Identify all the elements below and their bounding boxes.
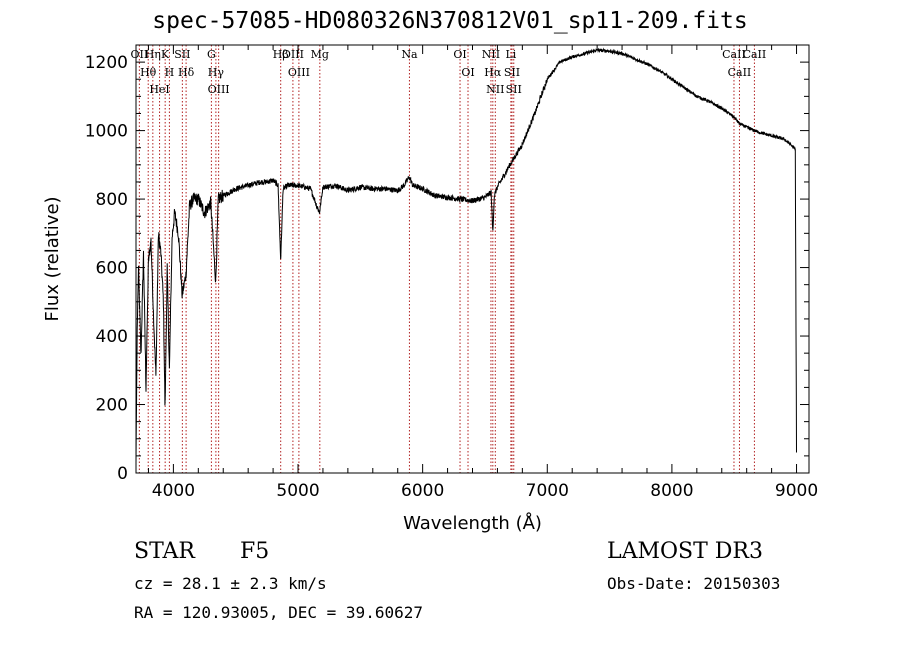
line-marker-label: SII [174, 48, 190, 61]
spectrum-line [135, 47, 797, 463]
line-marker-label: K [161, 48, 170, 61]
line-marker-label: OI [461, 66, 474, 79]
y-tick-label: 1200 [85, 53, 128, 73]
y-tick-label: 600 [96, 259, 128, 279]
chart-title: spec-57085-HD080326N370812V01_sp11-209.f… [152, 8, 748, 34]
coordinates-readout: RA = 120.93005, DEC = 39.60627 [134, 603, 423, 622]
line-marker-label: CaII [722, 48, 746, 61]
y-tick-label: 800 [96, 190, 128, 210]
line-marker-label: Hβ [273, 48, 289, 61]
line-marker-label: Hγ [208, 66, 225, 79]
y-tick-label: 400 [96, 327, 128, 347]
x-axis-label: Wavelength (Å) [403, 512, 542, 534]
plot-frame [135, 44, 810, 474]
line-marker-label: HeI [149, 83, 169, 96]
line-marker-label: CaII [728, 66, 752, 79]
y-axis-label: Flux (relative) [42, 196, 63, 321]
line-marker-label: Hη [145, 48, 161, 61]
survey-name: LAMOST DR3 [607, 539, 763, 564]
y-tick-label: 0 [117, 464, 128, 484]
x-tick-label: 6000 [401, 481, 444, 501]
line-marker-label: Hθ [140, 66, 157, 79]
x-tick-label: 4000 [152, 481, 195, 501]
line-marker-label: NII [486, 83, 504, 96]
line-marker-label: Na [401, 48, 418, 61]
x-tick-label: 9000 [775, 481, 818, 501]
line-marker-label: Hδ [178, 66, 195, 79]
line-marker-label: OIII [282, 48, 304, 61]
line-marker-label: OII [131, 48, 149, 61]
y-tick-label: 200 [96, 396, 128, 416]
line-marker-label: CaII [743, 48, 767, 61]
line-marker-label: G [207, 48, 216, 61]
line-marker-label: OIII [288, 66, 310, 79]
line-marker-label: Hα [484, 66, 502, 79]
x-tick-label: 8000 [650, 481, 693, 501]
object-subclass: F5 [240, 539, 270, 564]
observation-date: Obs-Date: 20150303 [607, 574, 781, 593]
y-tick-label: 1000 [85, 122, 128, 142]
x-axis: 4000 5000 6000 7000 8000 9000 [147, 45, 818, 501]
line-marker-label: SII [506, 83, 522, 96]
line-marker-label: Mg [311, 48, 329, 61]
object-class: STAR [134, 539, 195, 564]
line-marker-label: Li [505, 48, 516, 61]
line-marker-label: H [165, 66, 175, 79]
line-marker-label: SII [504, 66, 520, 79]
line-marker-label: NII [482, 48, 500, 61]
x-tick-label: 5000 [276, 481, 319, 501]
x-tick-label: 7000 [526, 481, 569, 501]
line-marker-label: OI [453, 48, 466, 61]
line-marker-label: OIII [208, 83, 230, 96]
line-marker-group [138, 45, 755, 473]
redshift-readout: cz = 28.1 ± 2.3 km/s [134, 574, 327, 593]
y-axis: 0 200 400 600 800 1000 1200 [85, 44, 809, 484]
